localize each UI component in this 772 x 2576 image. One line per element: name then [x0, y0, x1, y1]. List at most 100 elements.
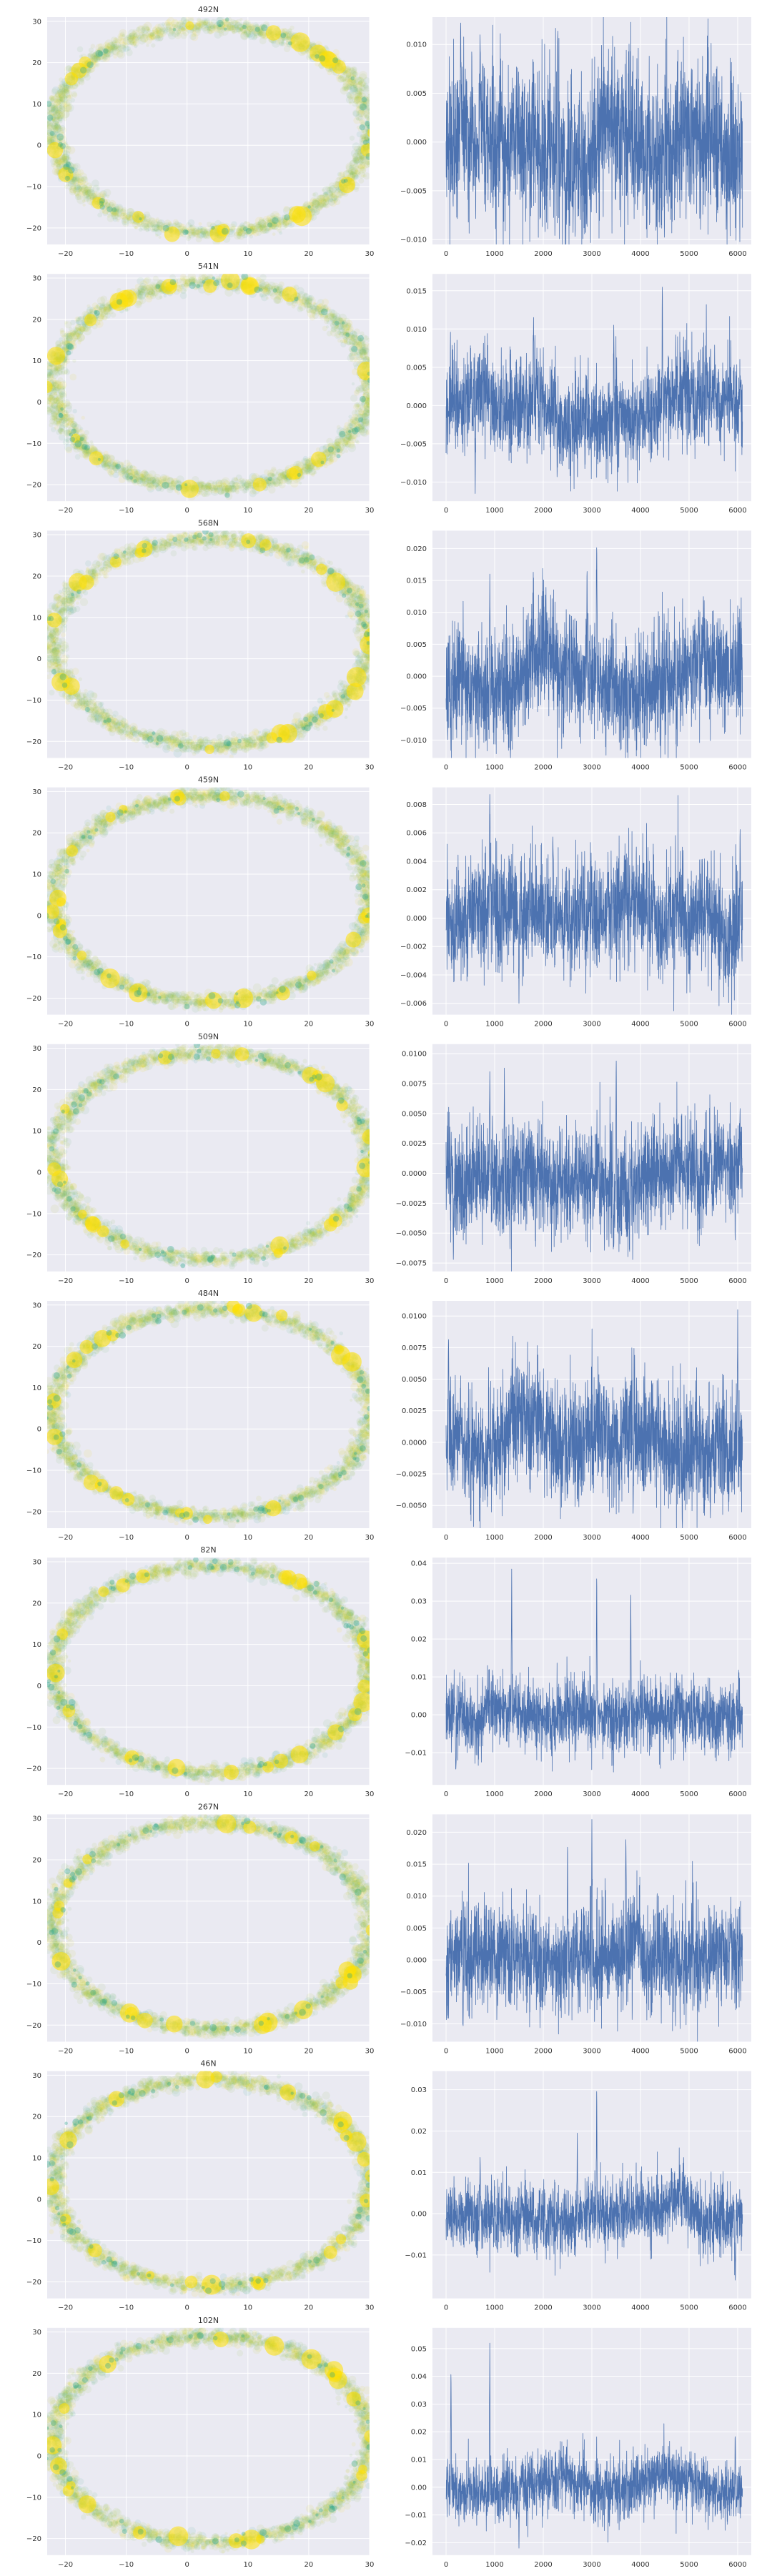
scatter-point — [357, 87, 362, 92]
scatter-point — [372, 154, 377, 159]
scatter-point — [44, 98, 46, 101]
scatter-point — [370, 129, 374, 132]
scatter-title: 492N — [198, 5, 219, 14]
scatter-point — [41, 108, 45, 112]
scatter-point — [374, 137, 377, 141]
scatter-point — [47, 114, 54, 121]
scatter-point — [38, 114, 44, 120]
scatter-point — [370, 400, 374, 403]
scatter-point — [360, 91, 363, 95]
line-xtick-label: 0 — [444, 250, 448, 258]
line-xtick-label: 4000 — [631, 250, 649, 258]
scatter-point — [65, 144, 69, 149]
scatter-xtick-label: 20 — [305, 507, 314, 515]
scatter-point — [111, 43, 115, 47]
scatter-point — [359, 71, 367, 79]
scatter-point — [370, 98, 373, 101]
scatter-point — [322, 299, 329, 306]
scatter-point — [79, 79, 84, 85]
scatter-point — [252, 228, 257, 233]
scatter-point — [372, 114, 378, 121]
scatter-point — [371, 132, 377, 139]
scatter-point — [370, 141, 375, 147]
scatter-point — [366, 153, 373, 160]
scatter-point — [372, 132, 377, 137]
scatter-point — [244, 31, 248, 35]
scatter-point — [117, 51, 124, 58]
scatter-point — [77, 46, 84, 53]
scatter-point — [337, 76, 345, 83]
line-ytick-label: −0.010 — [400, 237, 427, 244]
scatter-point — [349, 101, 352, 104]
scatter-ytick-label: 30 — [32, 18, 41, 26]
scatter-point — [307, 205, 311, 209]
scatter-point — [371, 88, 380, 96]
scatter-point — [69, 374, 76, 381]
scatter-point — [377, 378, 384, 385]
scatter-point — [370, 138, 377, 145]
scatter-point — [372, 389, 375, 392]
scatter-point — [375, 396, 378, 400]
scatter-point — [279, 232, 282, 235]
scatter-point — [89, 185, 92, 189]
scatter-point — [225, 17, 229, 21]
scatter-point — [316, 447, 321, 452]
scatter-point — [360, 110, 365, 116]
scatter-point — [373, 105, 376, 108]
scatter-point — [363, 140, 368, 145]
scatter-point — [127, 46, 131, 51]
scatter-ytick-label: −20 — [26, 224, 41, 232]
scatter-point — [114, 37, 119, 41]
scatter-point — [374, 135, 377, 138]
scatter-point — [65, 72, 78, 85]
line-ytick-label: 0.010 — [406, 41, 427, 49]
scatter-point — [139, 227, 143, 232]
scatter-point — [59, 435, 65, 441]
scatter-point — [373, 387, 376, 390]
scatter-point — [74, 183, 81, 190]
line-ytick-label: 0.005 — [406, 90, 427, 98]
line-xtick-label: 6000 — [728, 250, 746, 258]
scatter-point — [370, 146, 379, 154]
scatter-point — [39, 377, 45, 384]
scatter-point — [200, 228, 207, 234]
scatter-point — [46, 101, 52, 107]
scatter-point — [370, 96, 377, 104]
scatter-point — [367, 127, 379, 139]
scatter-point — [122, 219, 130, 227]
scatter-point — [44, 407, 51, 414]
scatter-point — [352, 142, 360, 150]
scatter-point — [151, 44, 155, 48]
scatter-point — [375, 128, 384, 137]
scatter-point — [164, 294, 167, 298]
scatter-point — [292, 206, 312, 226]
scatter-point — [370, 117, 373, 120]
scatter-point — [103, 55, 109, 61]
scatter-point — [137, 36, 140, 39]
scatter-point — [338, 441, 341, 444]
scatter-point — [177, 25, 181, 29]
scatter-point — [288, 41, 292, 46]
scatter-point — [373, 392, 380, 398]
scatter-point — [372, 109, 375, 112]
scatter-point — [56, 159, 59, 162]
scatter-point — [43, 412, 47, 416]
scatter-point — [371, 375, 379, 383]
scatter-point — [380, 373, 385, 377]
scatter-point — [350, 160, 355, 166]
scatter-point — [372, 156, 375, 159]
scatter-point — [377, 109, 380, 112]
scatter-point — [371, 101, 377, 108]
scatter-point — [124, 41, 127, 45]
scatter-point — [283, 206, 289, 212]
scatter-point — [378, 111, 383, 116]
scatter-point — [370, 128, 375, 132]
scatter-point — [66, 162, 71, 167]
scatter-point — [257, 226, 262, 230]
scatter-point — [196, 236, 202, 242]
scatter-point — [109, 202, 114, 207]
scatter-point — [59, 164, 63, 168]
scatter-point — [96, 64, 99, 66]
scatter-point — [257, 222, 261, 226]
scatter-point — [59, 127, 62, 129]
